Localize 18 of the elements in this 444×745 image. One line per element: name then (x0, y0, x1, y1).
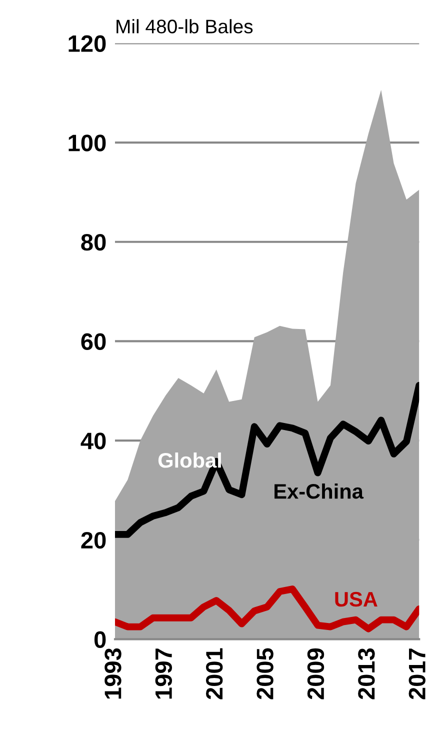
x-tick-label: 2001 (206, 648, 223, 700)
y-tick-label: 0 (94, 631, 106, 648)
x-tick-label: 1997 (155, 648, 172, 699)
y-tick-label: 80 (81, 234, 106, 251)
y-tick-label: 100 (68, 134, 106, 152)
y-tick-label: 20 (81, 532, 106, 549)
x-tick-label: 2013 (358, 648, 375, 700)
y-tick-label: 60 (81, 333, 106, 350)
x-tick-label: 2009 (307, 648, 324, 700)
x-tick-label: 2017 (408, 648, 426, 700)
series-label: Global (158, 452, 221, 468)
series-label: Ex-China (274, 483, 364, 499)
series-label: USA (335, 592, 378, 607)
y-tick-label: 40 (80, 432, 106, 450)
x-tick-label: 1993 (104, 648, 122, 699)
y-axis-title: Mil 480-lb Bales (116, 19, 253, 34)
x-tick-label: 2005 (256, 648, 274, 700)
y-tick-label: 120 (68, 35, 106, 52)
